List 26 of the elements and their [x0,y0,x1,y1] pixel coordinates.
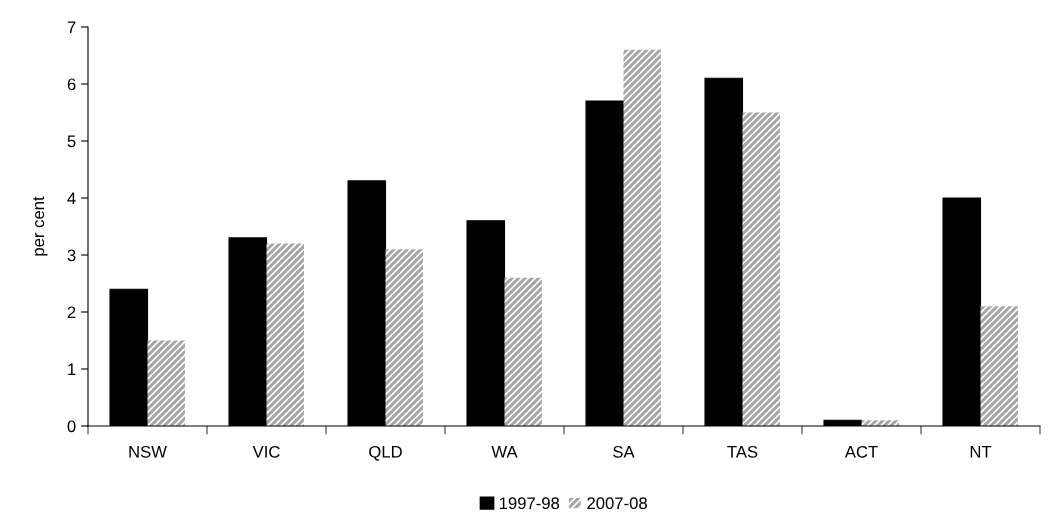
bar [980,306,1018,426]
legend-label: 2007-08 [587,497,647,510]
y-tick-label: 6 [67,78,76,91]
bar [266,243,304,426]
y-tick-label: 4 [67,192,76,205]
bar [742,112,780,426]
x-tick-label: TAS [727,445,758,458]
y-tick-label: 3 [67,249,76,262]
y-tick-label: 1 [68,363,76,376]
y-tick-label: 0 [67,420,76,433]
bar [504,277,542,426]
x-tick-label: WA [491,446,518,458]
x-tick-label: VIC [252,445,280,458]
bar [385,249,423,426]
x-tick-label: NSW [129,445,167,458]
bar [623,49,661,426]
legend-label: 1997-98 [499,497,560,510]
x-tick-label: QLD [369,445,402,461]
y-tick-label: 7 [67,21,76,34]
y-tick-label: 2 [67,306,76,319]
y-axis-title: per cent [33,196,48,256]
x-tick-label: ACT [844,445,878,458]
bar [147,340,185,426]
y-tick-label: 5 [67,135,76,148]
x-tick-label: SA [613,445,635,458]
x-tick-label: NT [970,446,992,458]
